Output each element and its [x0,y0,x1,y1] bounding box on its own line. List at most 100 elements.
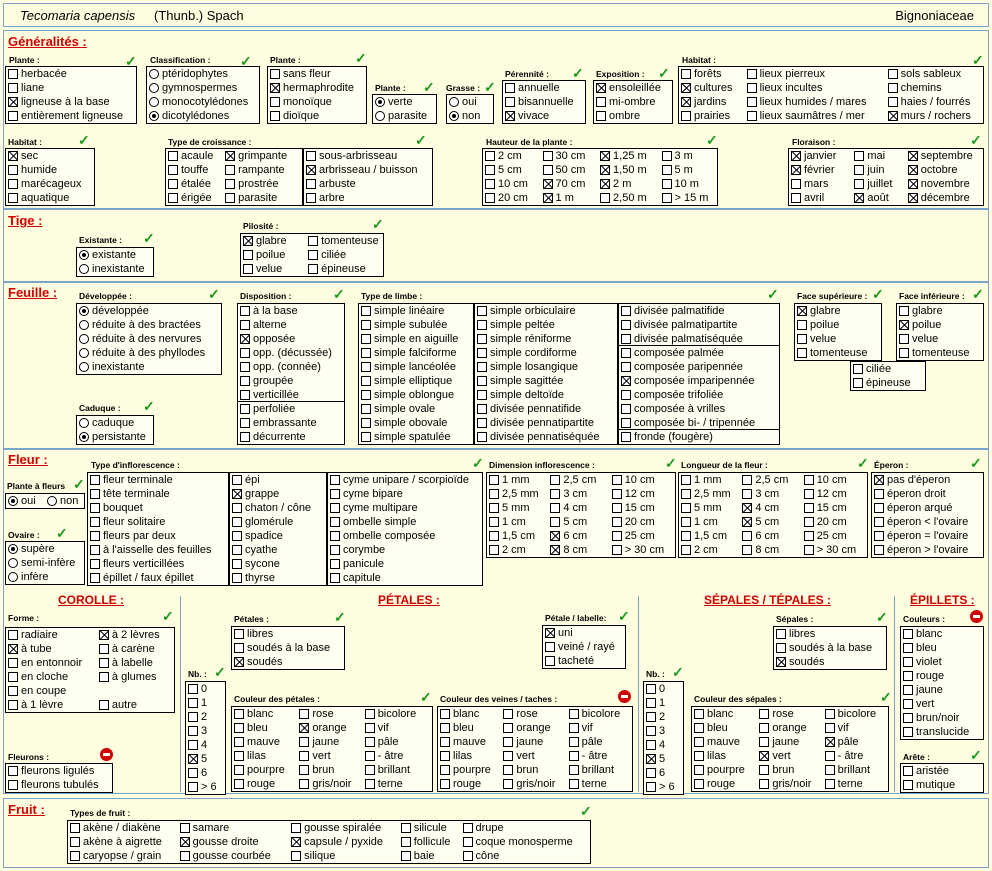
option-item[interactable]: brillant [363,763,432,777]
checkbox[interactable] [887,83,898,93]
option-item[interactable]: vif [823,721,888,735]
option-item[interactable]: bleu [438,721,501,735]
radio-button[interactable] [79,334,89,344]
checkbox[interactable] [742,503,753,513]
radio-button[interactable] [375,111,385,121]
option-item[interactable]: vert [297,749,362,763]
checkbox[interactable] [505,97,515,107]
option-item[interactable]: 3 m [660,149,718,163]
checkbox[interactable] [234,629,244,639]
option-item[interactable]: 25 cm [802,529,867,543]
checkbox[interactable] [291,837,302,847]
checkbox[interactable] [90,531,100,541]
checkbox[interactable] [854,165,865,175]
option-item[interactable]: cyme unipare / scorpioïde [328,473,482,487]
option-item[interactable]: dioïque [268,109,366,123]
checkbox[interactable] [364,765,375,775]
checkbox[interactable] [240,376,250,386]
option-item[interactable]: éperon = l'ovaire [872,529,983,543]
checkbox[interactable] [505,111,515,121]
checkbox[interactable] [477,320,487,330]
checkbox[interactable] [299,737,310,747]
option-item[interactable]: 2 cm [679,543,740,557]
option-item[interactable]: simple oblongue [359,388,473,402]
checkbox[interactable] [887,69,898,79]
option-item[interactable]: ombelle composée [328,529,482,543]
option-item[interactable]: vert [501,749,566,763]
option-item[interactable]: chaton / cône [230,501,326,515]
checkbox[interactable] [188,754,198,764]
checkbox[interactable] [503,737,514,747]
checkbox[interactable] [824,779,835,789]
checkbox[interactable] [90,489,100,499]
option-item[interactable]: 2,5 cm [548,473,609,487]
option-item[interactable]: simple orbiculaire [475,304,617,318]
checkbox[interactable] [874,489,884,499]
checkbox[interactable] [270,111,280,121]
checkbox[interactable] [8,672,18,682]
checkbox[interactable] [232,545,242,555]
checkbox[interactable] [361,404,371,414]
option-item[interactable]: opposée [238,332,344,346]
checkbox[interactable] [489,531,499,541]
checkbox[interactable] [168,165,178,175]
checkbox[interactable] [568,709,579,719]
option-item[interactable]: août [852,191,905,205]
checkbox[interactable] [462,851,473,861]
checkbox[interactable] [477,348,487,358]
option-item[interactable]: 20 cm [483,191,541,205]
option-item[interactable]: composée à vrilles [619,402,779,416]
option-item[interactable]: marécageux [6,177,94,191]
checkbox[interactable] [234,765,244,775]
checkbox[interactable] [646,726,656,736]
checkbox[interactable] [503,723,514,733]
radio-button[interactable] [8,544,18,554]
checkbox[interactable] [545,628,555,638]
option-item[interactable]: sycone [230,557,326,571]
option-item[interactable]: simple subulée [359,318,473,332]
option-item[interactable]: 8 cm [548,543,609,557]
option-item[interactable]: gousse spiralée [289,821,399,835]
checkbox[interactable] [797,334,807,344]
option-item[interactable]: 2,5 mm [679,487,740,501]
checkbox[interactable] [8,97,18,107]
option-item[interactable]: murs / rochers [886,109,983,123]
option-item[interactable]: opp. (connée) [238,360,344,374]
checkbox[interactable] [179,823,190,833]
option-item[interactable]: grimpante [223,149,302,163]
option-item[interactable]: lieux pierreux [745,67,886,81]
checkbox[interactable] [188,684,198,694]
checkbox[interactable] [98,672,109,682]
option-item[interactable]: à 2 lèvres [97,628,174,642]
option-item[interactable]: glabre [241,234,306,248]
option-item[interactable]: verte [373,95,436,109]
checkbox[interactable] [70,851,80,861]
option-item[interactable]: terne [363,777,432,791]
option-item[interactable]: 20 cm [610,515,675,529]
checkbox[interactable] [596,97,606,107]
checkbox[interactable] [477,376,487,386]
option-item[interactable]: bisannuelle [503,95,585,109]
option-item[interactable]: 2 [186,710,225,724]
option-item[interactable]: dicotylédones [147,109,259,123]
option-item[interactable]: cyme bipare [328,487,482,501]
checkbox[interactable] [907,165,918,175]
checkbox[interactable] [568,737,579,747]
option-item[interactable]: 6 cm [740,529,801,543]
checkbox[interactable] [440,779,450,789]
option-item[interactable]: simple lancéolée [359,360,473,374]
checkbox[interactable] [899,306,909,316]
checkbox[interactable] [361,306,371,316]
option-item[interactable]: composée trifoliée [619,388,779,402]
option-item[interactable]: lieux incultes [745,81,886,95]
option-item[interactable]: décembre [906,191,983,205]
option-item[interactable]: rose [297,707,362,721]
option-item[interactable]: pâle [823,735,888,749]
checkbox[interactable] [797,348,807,358]
checkbox[interactable] [8,766,18,776]
checkbox[interactable] [90,573,100,583]
checkbox[interactable] [742,517,753,527]
option-item[interactable]: brun [297,763,362,777]
checkbox[interactable] [440,737,450,747]
option-item[interactable]: oui [6,494,45,508]
